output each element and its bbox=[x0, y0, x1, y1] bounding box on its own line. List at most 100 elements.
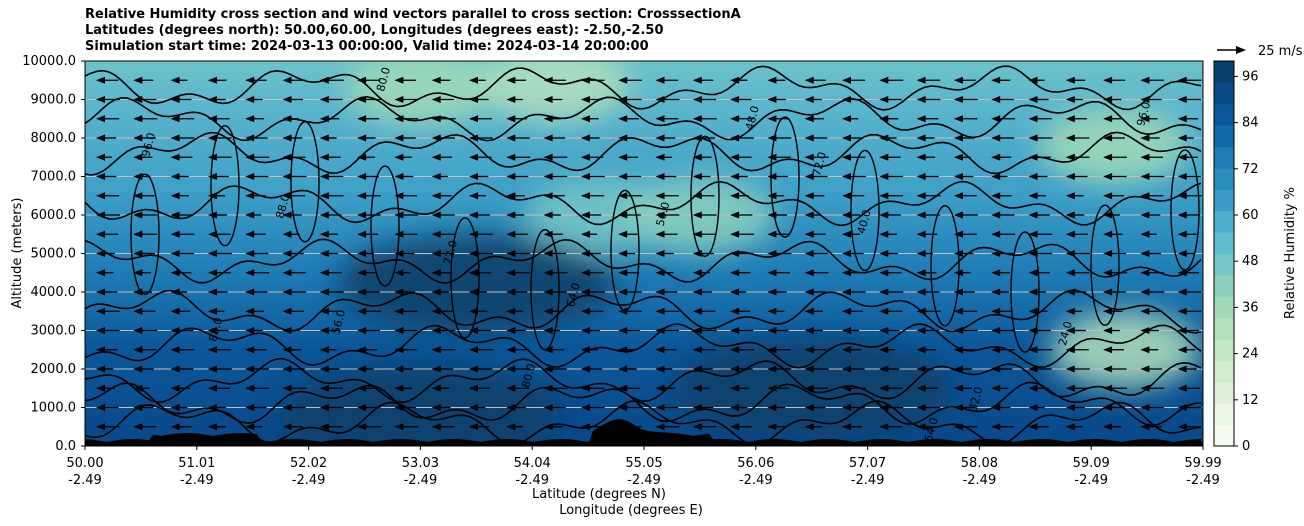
wind-arrowhead-490 bbox=[469, 115, 478, 123]
wind-arrowhead-538 bbox=[1140, 96, 1150, 103]
wind-arrowhead-467 bbox=[730, 134, 740, 142]
wind-arrowhead-43 bbox=[580, 404, 590, 411]
wind-arrowhead-534 bbox=[991, 96, 1001, 103]
wind-arrowhead-236 bbox=[1065, 288, 1075, 296]
wind-arrowhead-314 bbox=[618, 230, 628, 238]
wind-arrowhead-253 bbox=[580, 269, 590, 277]
wind-arrowhead-289 bbox=[804, 250, 814, 257]
wind-arrowhead-412 bbox=[916, 173, 926, 180]
wind-arrowhead-179 bbox=[1177, 327, 1187, 334]
wind-arrowhead-101 bbox=[506, 365, 516, 373]
wind-arrowhead-389 bbox=[1177, 192, 1187, 200]
wind-arrowhead-219 bbox=[431, 288, 441, 296]
wind-arrowhead-446 bbox=[1065, 153, 1075, 161]
contour-line-7 bbox=[85, 131, 1202, 176]
wind-arrowhead-188 bbox=[394, 307, 404, 315]
wind-arrowhead-56 bbox=[1065, 404, 1075, 411]
wind-arrowhead-166 bbox=[692, 327, 702, 334]
wind-arrowhead-479 bbox=[1177, 134, 1187, 142]
wind-arrowhead-168 bbox=[767, 327, 777, 334]
wind-arrowhead-324 bbox=[991, 230, 1001, 238]
wind-arrowhead-453 bbox=[207, 134, 217, 142]
wind-arrowhead-548 bbox=[394, 76, 404, 84]
wind-arrowhead-69 bbox=[431, 384, 441, 392]
wind-arrowhead-406 bbox=[692, 173, 702, 180]
wind-arrowhead-430 bbox=[469, 153, 478, 161]
wind-arrowhead-113 bbox=[953, 365, 963, 373]
wind-arrowhead-416 bbox=[1065, 173, 1075, 180]
wind-arrowhead-112 bbox=[916, 365, 926, 373]
wind-arrowhead-266 bbox=[1065, 269, 1075, 277]
moist-region-0 bbox=[336, 234, 617, 335]
wind-arrowhead-232 bbox=[916, 288, 926, 296]
wind-arrowhead-213 bbox=[207, 288, 217, 296]
y-tick-label-0: 0.0 bbox=[55, 439, 76, 454]
wind-arrowhead-98 bbox=[394, 365, 404, 373]
wind-arrowhead-86 bbox=[1065, 384, 1075, 392]
wind-arrowhead-507 bbox=[1103, 115, 1113, 123]
wind-arrowhead-376 bbox=[692, 192, 702, 200]
wind-arrowhead-504 bbox=[991, 115, 1001, 123]
wind-arrowhead-365 bbox=[282, 192, 292, 200]
x-tick-lat-3: 53.03 bbox=[402, 456, 439, 471]
wind-arrowhead-233 bbox=[953, 288, 963, 296]
wind-arrowhead-551 bbox=[506, 76, 516, 84]
wind-arrowhead-210 bbox=[96, 288, 105, 296]
wind-arrowhead-550 bbox=[469, 76, 478, 84]
wind-arrowhead-102 bbox=[543, 365, 553, 373]
wind-arrowhead-85 bbox=[1028, 384, 1038, 392]
wind-arrowhead-410 bbox=[842, 173, 851, 180]
colorbar-segment-2 bbox=[1214, 381, 1234, 404]
wind-arrowhead-109 bbox=[804, 365, 814, 373]
wind-arrowhead-372 bbox=[543, 192, 553, 200]
wind-arrowhead-11 bbox=[506, 423, 516, 431]
wind-arrowhead-110 bbox=[842, 365, 851, 373]
wind-arrowhead-536 bbox=[1065, 96, 1075, 103]
colorbar-segment-15 bbox=[1214, 103, 1234, 126]
wind-arrowhead-0 bbox=[96, 423, 105, 431]
wind-arrowhead-368 bbox=[394, 192, 404, 200]
wind-arrowhead-419 bbox=[1177, 173, 1187, 180]
wind-arrowhead-455 bbox=[282, 134, 292, 142]
wind-arrowhead-245 bbox=[282, 269, 292, 277]
colorbar-segment-0 bbox=[1214, 424, 1234, 447]
wind-arrowhead-315 bbox=[655, 230, 665, 238]
wind-arrowhead-451 bbox=[133, 134, 143, 142]
wind-arrowhead-192 bbox=[543, 307, 553, 315]
wind-arrowhead-82 bbox=[916, 384, 926, 392]
wind-arrowhead-497 bbox=[730, 115, 740, 123]
wind-arrowhead-565 bbox=[1028, 76, 1038, 84]
wind-arrowhead-288 bbox=[767, 250, 777, 257]
wind-arrowhead-281 bbox=[506, 250, 516, 257]
wind-arrowhead-238 bbox=[1140, 288, 1150, 296]
wind-arrowhead-200 bbox=[842, 307, 851, 315]
wind-arrowhead-379 bbox=[804, 192, 814, 200]
wind-arrowhead-23 bbox=[953, 423, 963, 431]
wind-arrowhead-323 bbox=[953, 230, 963, 238]
wind-arrowhead-347 bbox=[730, 211, 740, 219]
wind-arrowhead-152 bbox=[170, 327, 180, 334]
wind-arrowhead-209 bbox=[1177, 307, 1187, 315]
wind-arrowhead-438 bbox=[767, 153, 777, 161]
wind-arrowhead-134 bbox=[618, 346, 628, 354]
wind-arrowhead-418 bbox=[1140, 173, 1150, 180]
gridlines bbox=[85, 61, 1203, 446]
wind-arrowhead-292 bbox=[916, 250, 926, 257]
wind-arrowhead-388 bbox=[1140, 192, 1150, 200]
wind-arrowhead-142 bbox=[916, 346, 926, 354]
colorbar-segment-17 bbox=[1214, 61, 1234, 83]
wind-arrowhead-257 bbox=[730, 269, 740, 277]
wind-arrowhead-541 bbox=[133, 76, 143, 84]
wind-arrowhead-141 bbox=[879, 346, 889, 354]
wind-arrowhead-404 bbox=[618, 173, 628, 180]
wind-arrowhead-492 bbox=[543, 115, 553, 123]
wind-arrowhead-116 bbox=[1065, 365, 1075, 373]
wind-arrowhead-450 bbox=[96, 134, 105, 142]
wind-arrowhead-495 bbox=[655, 115, 665, 123]
wind-arrowhead-122 bbox=[170, 346, 180, 354]
wind-arrowhead-195 bbox=[655, 307, 665, 315]
chart-title-line-3: Simulation start time: 2024-03-13 00:00:… bbox=[85, 39, 649, 54]
wind-arrowhead-362 bbox=[170, 192, 180, 200]
y-axis: 0.0 1000.0 2000.0 3000.0 4000.0 5000.0 6000.0 7… bbox=[22, 54, 85, 454]
wind-arrowhead-184 bbox=[245, 307, 255, 315]
